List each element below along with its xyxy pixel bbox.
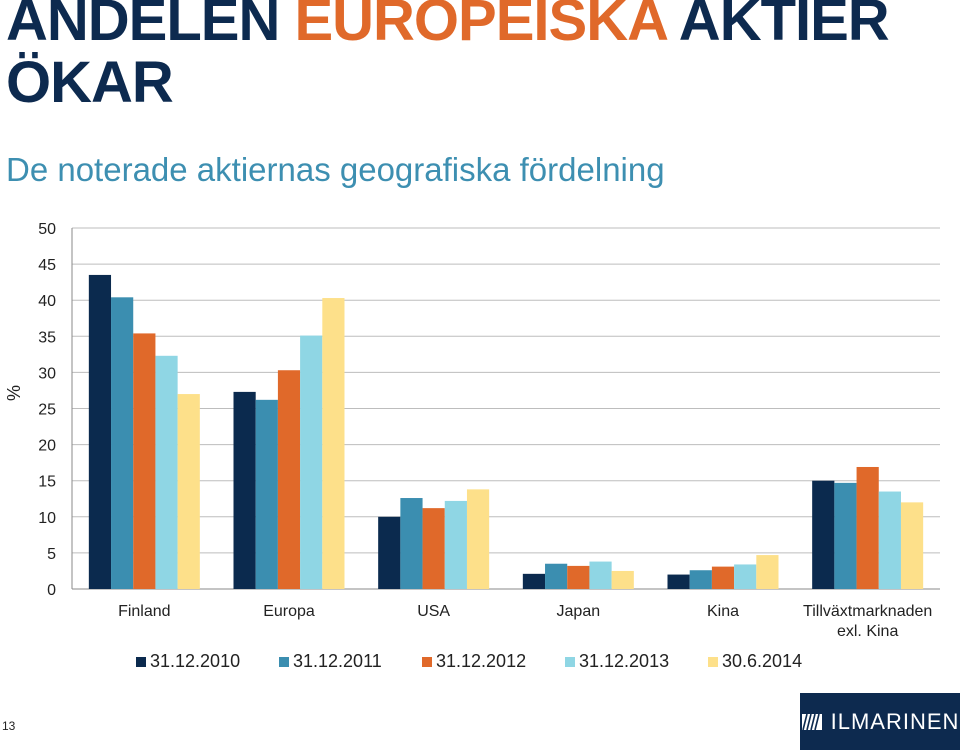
bar-finland-0 — [88, 274, 112, 589]
y-tick-label: 15 — [38, 474, 56, 491]
y-tick-label: 35 — [38, 329, 56, 346]
bar-finland-1 — [111, 297, 134, 589]
bar-japan-4 — [611, 570, 634, 589]
legend-label: 30.6.2014 — [722, 651, 802, 671]
x-tick-label: Europa — [263, 603, 315, 620]
legend-label: 31.12.2013 — [579, 651, 669, 671]
logo-text: ILMARINEN — [830, 708, 960, 734]
bar-kina-1 — [689, 570, 712, 589]
legend-swatch — [136, 657, 146, 667]
title-part-2: AKTIER ÖKAR — [6, 0, 890, 115]
bar-europa-3 — [300, 335, 323, 589]
bar-tillväxtmarknaden-exl-kina-3 — [878, 491, 901, 589]
legend-label: 31.12.2010 — [150, 651, 240, 671]
title-accent: EUROPEISKA — [294, 0, 666, 53]
y-tick-label: 10 — [38, 510, 56, 527]
y-tick-label: 45 — [38, 257, 56, 274]
y-tick-label: 0 — [47, 582, 56, 599]
y-tick-label: 30 — [38, 365, 56, 382]
bar-finland-4 — [177, 394, 200, 589]
bar-usa-3 — [444, 500, 467, 589]
legend-swatch — [422, 657, 432, 667]
y-tick-label: 40 — [38, 293, 56, 310]
bar-usa-0 — [378, 516, 401, 589]
bar-europa-2 — [277, 370, 301, 589]
y-tick-label: 20 — [38, 438, 56, 455]
bar-japan-2 — [567, 565, 590, 589]
bar-tillväxtmarknaden-exl-kina-1 — [834, 482, 857, 589]
page-title: ANDELEN EUROPEISKA AKTIER ÖKAR — [6, 0, 956, 114]
bar-europa-1 — [255, 399, 278, 589]
x-tick-label: Japan — [557, 603, 601, 620]
x-tick-label: Kina — [707, 603, 739, 620]
bar-chart: 0 5 10 15 20 25 30 35 40 45 50% Finland Europa USA Jap… — [4, 221, 940, 671]
bar-kina-3 — [734, 564, 757, 589]
ilmarinen-logo: ILMARINEN — [800, 693, 960, 750]
y-tick-label: 25 — [38, 402, 56, 419]
legend-label: 31.12.2012 — [436, 651, 526, 671]
x-tick-label: USA — [417, 603, 450, 620]
bar-finland-3 — [155, 355, 178, 589]
bar-japan-3 — [589, 561, 612, 589]
bar-japan-0 — [522, 573, 546, 589]
bar-europa-4 — [322, 298, 345, 589]
legend-swatch — [279, 657, 289, 667]
legend-swatch — [708, 657, 718, 667]
ilmarinen-logo-icon — [801, 713, 822, 730]
y-tick-label: 5 — [47, 546, 56, 563]
bar-usa-2 — [422, 508, 445, 589]
bar-usa-1 — [400, 498, 423, 589]
bar-kina-4 — [756, 555, 779, 589]
bar-tillväxtmarknaden-exl-kina-0 — [812, 480, 835, 589]
x-tick-label: exl. Kina — [837, 623, 898, 640]
bar-kina-2 — [711, 566, 735, 589]
bar-finland-2 — [133, 333, 156, 589]
bar-usa-4 — [466, 489, 490, 589]
chart-subtitle: De noterade aktiernas geografiska fördel… — [6, 151, 665, 188]
y-tick-label: 50 — [38, 221, 56, 238]
bar-tillväxtmarknaden-exl-kina-2 — [856, 466, 879, 589]
x-tick-label: Tillväxtmarknaden — [803, 603, 932, 620]
bar-kina-0 — [667, 574, 690, 589]
title-part-1: ANDELEN — [6, 0, 295, 53]
page-number: 13 — [2, 719, 16, 733]
legend-label: 31.12.2011 — [293, 651, 382, 671]
y-axis-label: % — [4, 385, 24, 401]
bar-europa-0 — [233, 391, 256, 589]
bar-japan-1 — [545, 563, 568, 589]
legend-swatch — [565, 657, 575, 667]
bar-tillväxtmarknaden-exl-kina-4 — [900, 502, 924, 589]
x-tick-label: Finland — [118, 603, 170, 620]
